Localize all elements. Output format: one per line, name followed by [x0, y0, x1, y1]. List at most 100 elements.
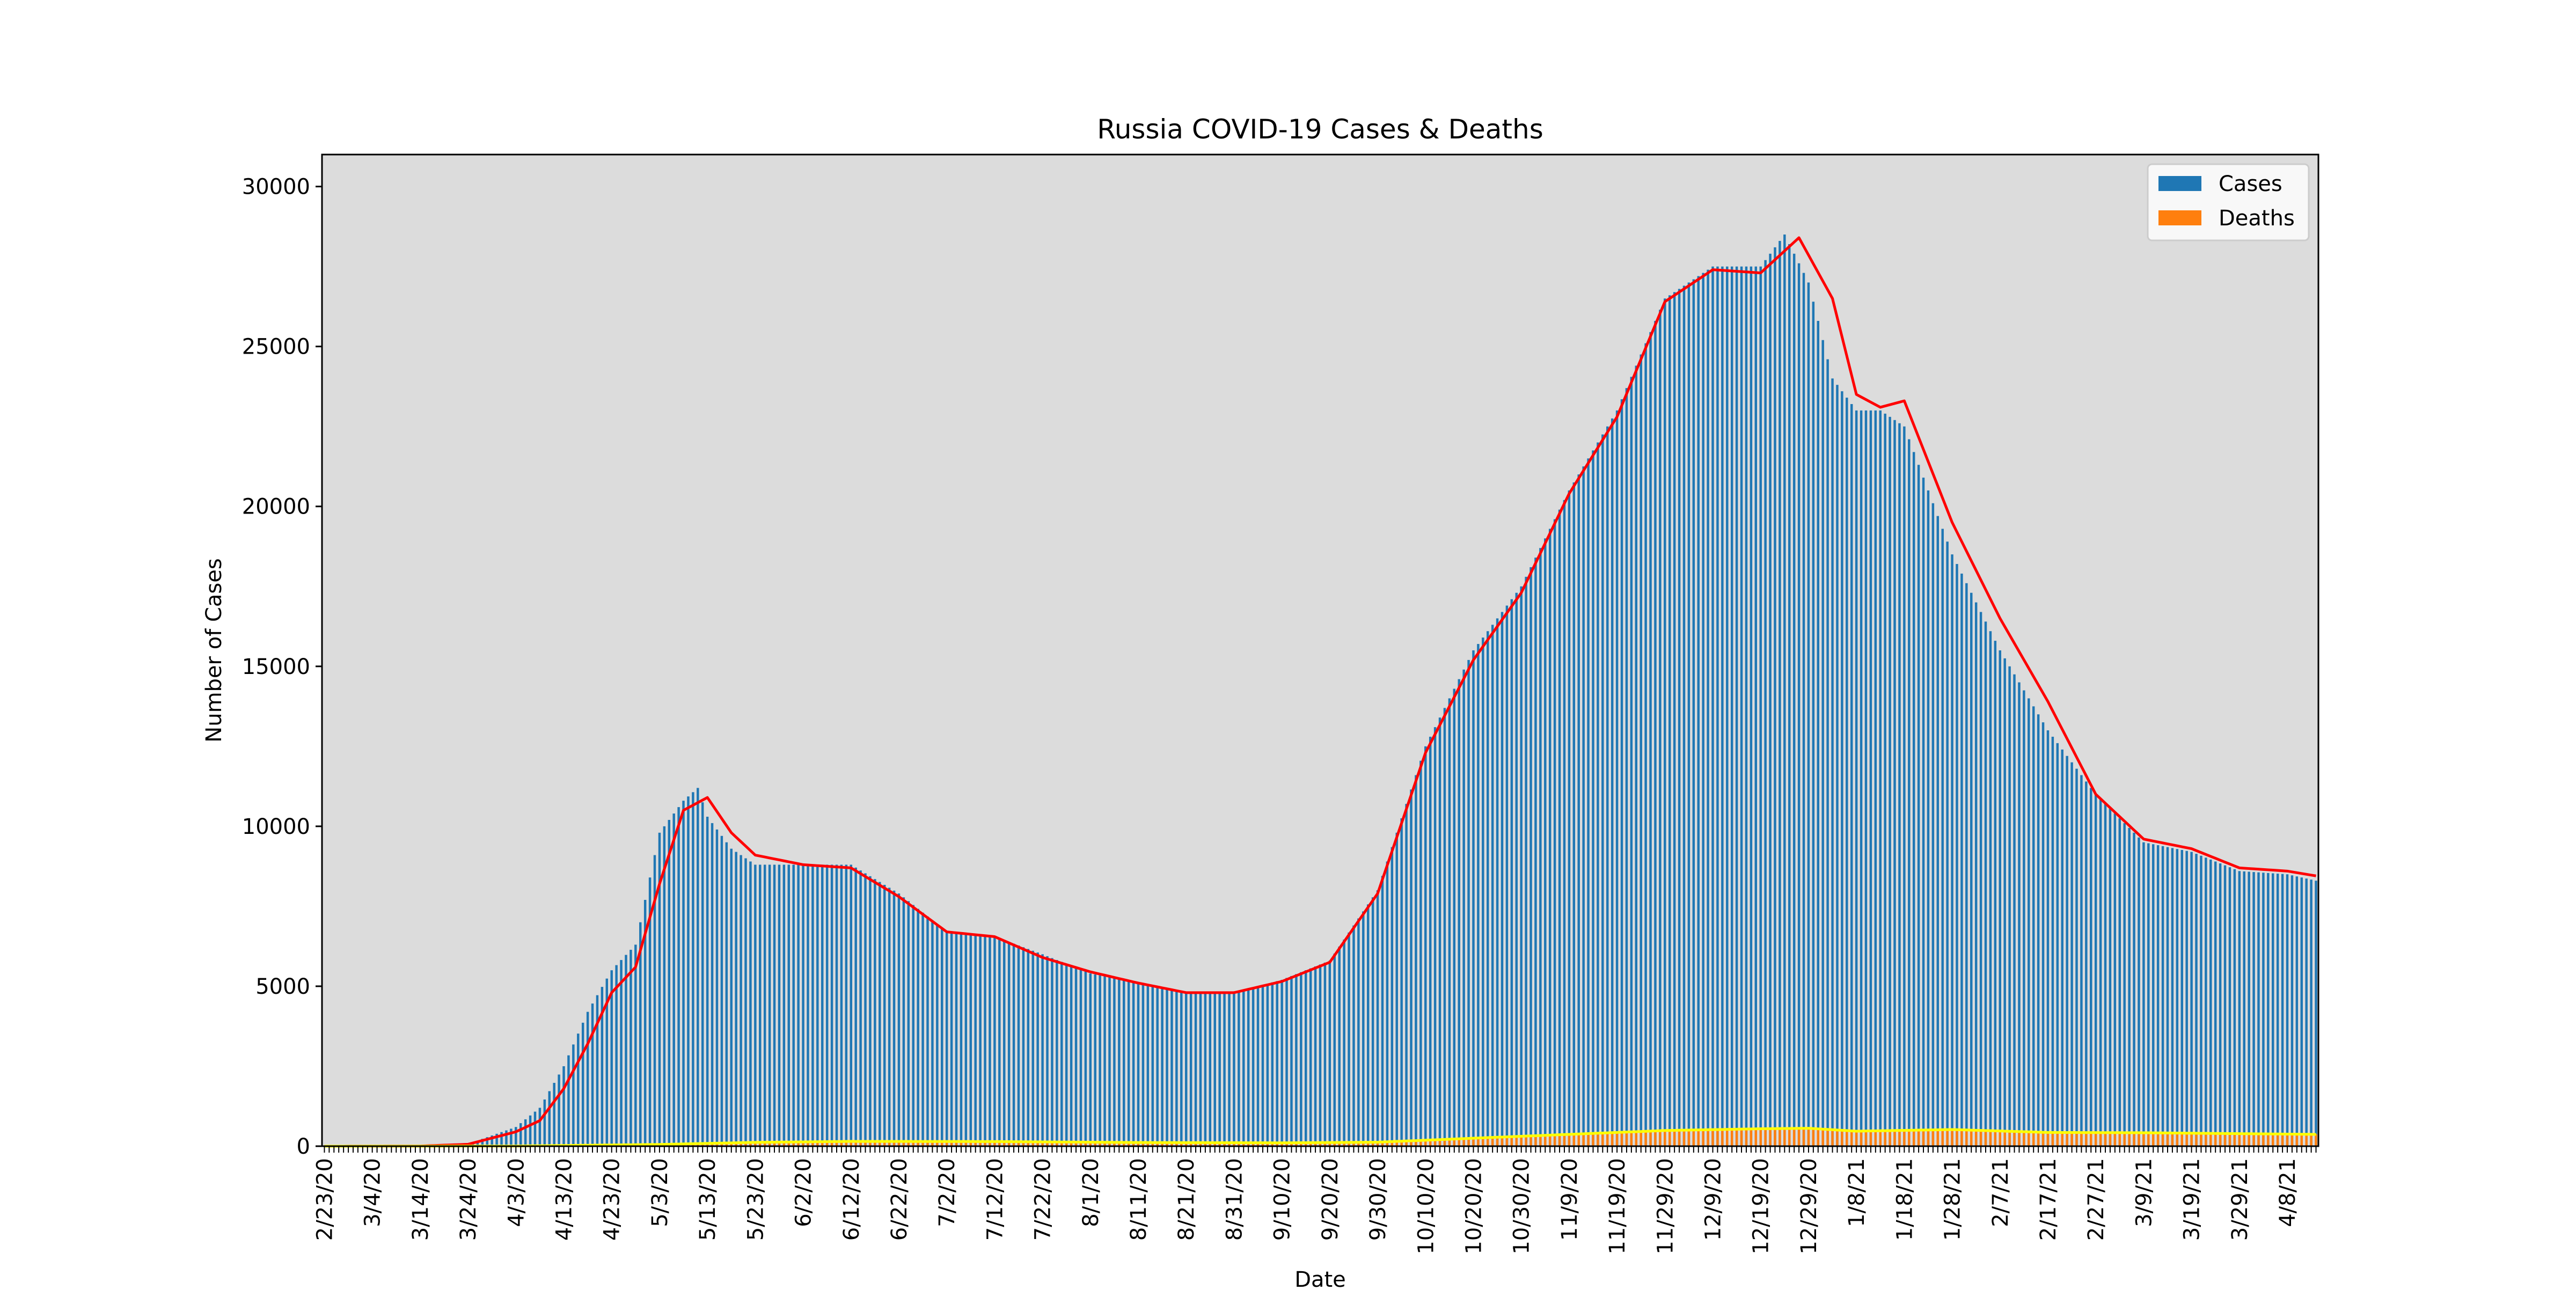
- bar-cases: [620, 960, 622, 1146]
- bar-cases: [2301, 877, 2303, 1146]
- legend-swatch-cases: [2158, 176, 2201, 191]
- bar-cases: [1745, 267, 1747, 1146]
- bar-deaths: [1831, 1130, 1833, 1146]
- bar-cases: [711, 823, 713, 1146]
- bar-cases: [1453, 689, 1455, 1146]
- bar-cases: [1252, 987, 1254, 1146]
- bar-deaths: [2286, 1134, 2288, 1146]
- bar-cases: [1386, 861, 1388, 1146]
- bar-cases: [1621, 399, 1623, 1146]
- bar-cases: [769, 864, 771, 1146]
- bar-cases: [2070, 763, 2073, 1146]
- bar-deaths: [1870, 1131, 1872, 1146]
- bar-cases: [1846, 398, 1848, 1146]
- bar-deaths: [1726, 1129, 1728, 1146]
- bar-cases: [1707, 270, 1709, 1146]
- legend-swatch-deaths: [2158, 210, 2201, 225]
- bar-cases: [1970, 593, 1972, 1146]
- x-tick-label: 4/8/21: [2275, 1158, 2300, 1227]
- bar-cases: [1918, 465, 1920, 1146]
- bar-deaths: [1817, 1128, 1819, 1146]
- bar-deaths: [1601, 1133, 1604, 1146]
- bar-cases: [970, 934, 972, 1146]
- bar-deaths: [2114, 1132, 2116, 1146]
- bar-cases: [672, 813, 675, 1146]
- bar-cases: [1831, 378, 1833, 1146]
- bar-cases: [1415, 775, 1417, 1146]
- bar-deaths: [1683, 1130, 1685, 1146]
- bar-deaths: [2257, 1133, 2259, 1146]
- x-tick-label: 1/18/21: [1892, 1158, 1917, 1241]
- bar-deaths: [2028, 1132, 2030, 1146]
- bar-deaths: [2142, 1132, 2145, 1146]
- bar-cases: [831, 864, 833, 1146]
- bar-cases: [2257, 873, 2259, 1146]
- bar-cases: [1008, 942, 1010, 1146]
- bar-deaths: [1563, 1134, 1565, 1146]
- bar-cases: [630, 950, 632, 1146]
- bar-cases: [730, 849, 733, 1146]
- bar-deaths: [2305, 1134, 2307, 1146]
- bar-cases: [2099, 799, 2102, 1146]
- bar-cases: [1410, 789, 1412, 1146]
- bar-cases: [1841, 391, 1843, 1146]
- bar-deaths: [1668, 1130, 1671, 1146]
- bar-cases: [596, 995, 598, 1146]
- bar-cases: [1803, 273, 1805, 1146]
- bar-deaths: [1693, 1130, 1695, 1146]
- bar-deaths: [2147, 1132, 2149, 1146]
- bar-cases: [1267, 984, 1269, 1146]
- bar-deaths: [2013, 1131, 2015, 1146]
- bar-deaths: [1927, 1130, 1929, 1146]
- bar-cases: [1487, 631, 1489, 1146]
- bar-deaths: [2080, 1132, 2082, 1146]
- bar-deaths: [2310, 1134, 2312, 1146]
- bar-cases: [979, 935, 981, 1146]
- bar-cases: [1439, 717, 1441, 1146]
- bar-cases: [1659, 310, 1661, 1146]
- bar-deaths: [1960, 1130, 1963, 1146]
- bar-cases: [1118, 979, 1120, 1146]
- bar-cases: [1903, 427, 1905, 1146]
- x-tick-label: 5/23/20: [743, 1158, 768, 1241]
- bar-cases: [1668, 295, 1671, 1146]
- bar-cases: [1726, 267, 1728, 1146]
- bar-cases: [1544, 538, 1546, 1146]
- bar-cases: [1879, 411, 1882, 1146]
- bar-cases: [1755, 267, 1757, 1146]
- bar-cases: [2057, 743, 2059, 1146]
- bar-deaths: [1788, 1128, 1790, 1146]
- bar-deaths: [1798, 1128, 1800, 1146]
- bar-cases: [1860, 411, 1862, 1146]
- bar-deaths: [1855, 1131, 1857, 1146]
- bar-cases: [2219, 863, 2221, 1146]
- bar-deaths: [1937, 1130, 1939, 1146]
- bar-deaths: [2185, 1133, 2187, 1146]
- bar-deaths: [1774, 1128, 1776, 1146]
- bar-cases: [692, 792, 694, 1146]
- bar-cases: [1075, 967, 1077, 1146]
- bar-cases: [1731, 267, 1733, 1146]
- bar-deaths: [1711, 1129, 1714, 1146]
- bar-cases: [1362, 911, 1364, 1146]
- bar-cases: [534, 1112, 536, 1146]
- bar-cases: [2209, 860, 2212, 1146]
- bar-deaths: [1999, 1131, 2001, 1146]
- bar-cases: [854, 868, 857, 1146]
- bar-deaths: [1549, 1135, 1551, 1146]
- bar-deaths: [1812, 1128, 1814, 1146]
- bar-deaths: [2224, 1133, 2226, 1146]
- bar-cases: [1094, 974, 1096, 1146]
- bar-cases: [615, 965, 617, 1146]
- bar-cases: [2262, 873, 2264, 1146]
- bar-cases: [1654, 321, 1656, 1146]
- bar-cases: [1516, 593, 1518, 1146]
- bar-cases: [845, 864, 847, 1146]
- bar-cases: [1736, 267, 1738, 1146]
- bar-deaths: [1965, 1130, 1967, 1146]
- bar-cases: [2190, 852, 2192, 1146]
- bar-deaths: [1970, 1130, 1972, 1146]
- x-tick-label: 2/17/21: [2036, 1158, 2061, 1241]
- bar-deaths: [2252, 1133, 2255, 1146]
